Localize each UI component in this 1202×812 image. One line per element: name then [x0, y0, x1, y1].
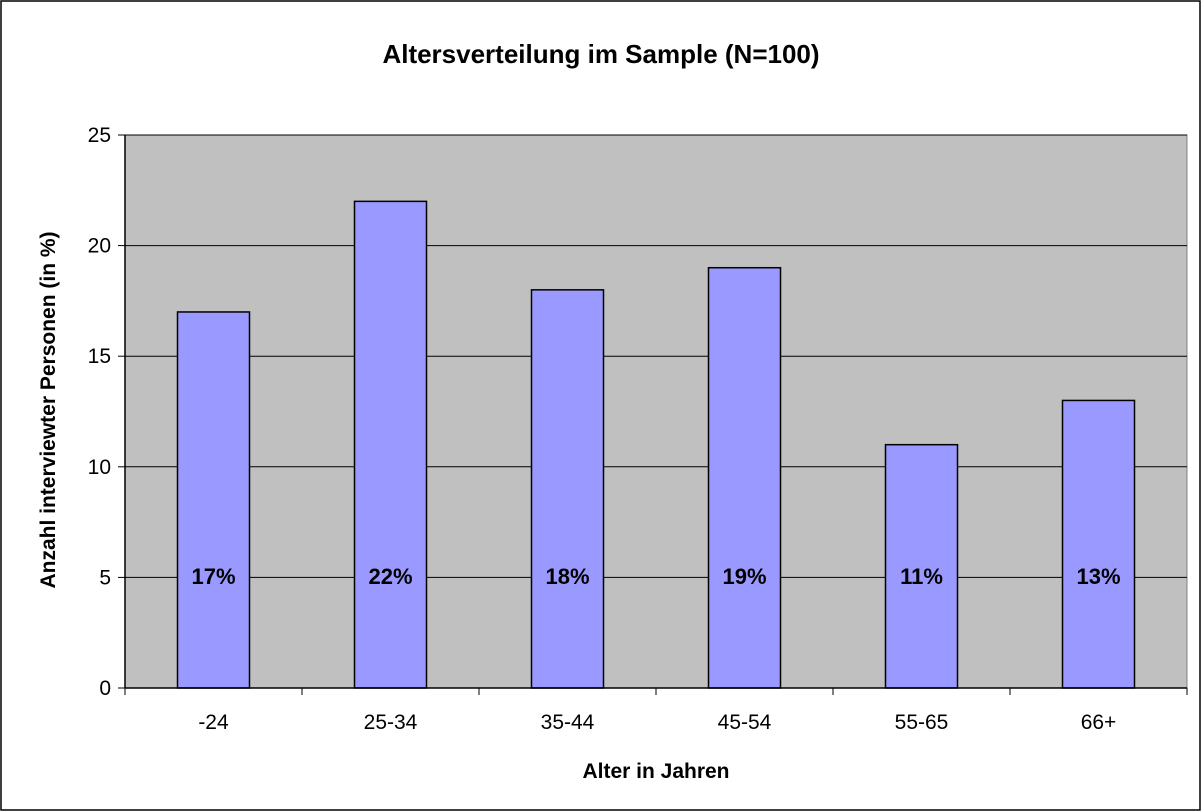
data-label: 19% [722, 564, 766, 589]
x-tick-label: 66+ [1081, 711, 1117, 734]
bar-25-34 [353, 200, 428, 689]
x-tick-label: 55-65 [895, 711, 949, 734]
y-tick-label: 15 [88, 345, 111, 368]
data-label: 18% [545, 564, 589, 589]
bar-45-54 [707, 266, 782, 689]
y-tick-label: 10 [88, 456, 111, 479]
y-tick-labels: 0 5 10 15 20 25 [88, 124, 111, 700]
bar-55-65 [884, 443, 959, 689]
x-tick-label: 45-54 [718, 711, 772, 734]
y-tick-label: 5 [99, 566, 111, 589]
x-tick-label: 35-44 [541, 711, 595, 734]
plot-area [124, 134, 1188, 689]
gridlines [125, 134, 1187, 578]
bar-35-44 [530, 289, 605, 689]
x-tick-label: -24 [198, 711, 229, 734]
chart-title: Altersverteilung im Sample (N=100) [382, 39, 819, 69]
y-tick-label: 0 [99, 677, 111, 700]
x-axis-title: Alter in Jahren [582, 760, 729, 783]
x-tick-labels: -24 25-34 35-44 45-54 55-65 66+ [198, 711, 1116, 734]
y-tick-label: 20 [88, 235, 111, 258]
y-axis-title: Anzahl interviewter Personen (in %) [37, 231, 60, 588]
data-labels: 17% 22% 18% 19% 11% 13% [191, 564, 1120, 589]
bar-66+ [1061, 399, 1136, 689]
axes [118, 134, 1188, 695]
data-label: 17% [191, 564, 235, 589]
bar--24 [176, 311, 251, 689]
data-label: 13% [1076, 564, 1120, 589]
x-tick-label: 25-34 [364, 711, 418, 734]
bars [176, 200, 1136, 689]
y-tick-label: 25 [88, 124, 111, 147]
data-label: 11% [900, 564, 943, 589]
data-label: 22% [368, 564, 412, 589]
